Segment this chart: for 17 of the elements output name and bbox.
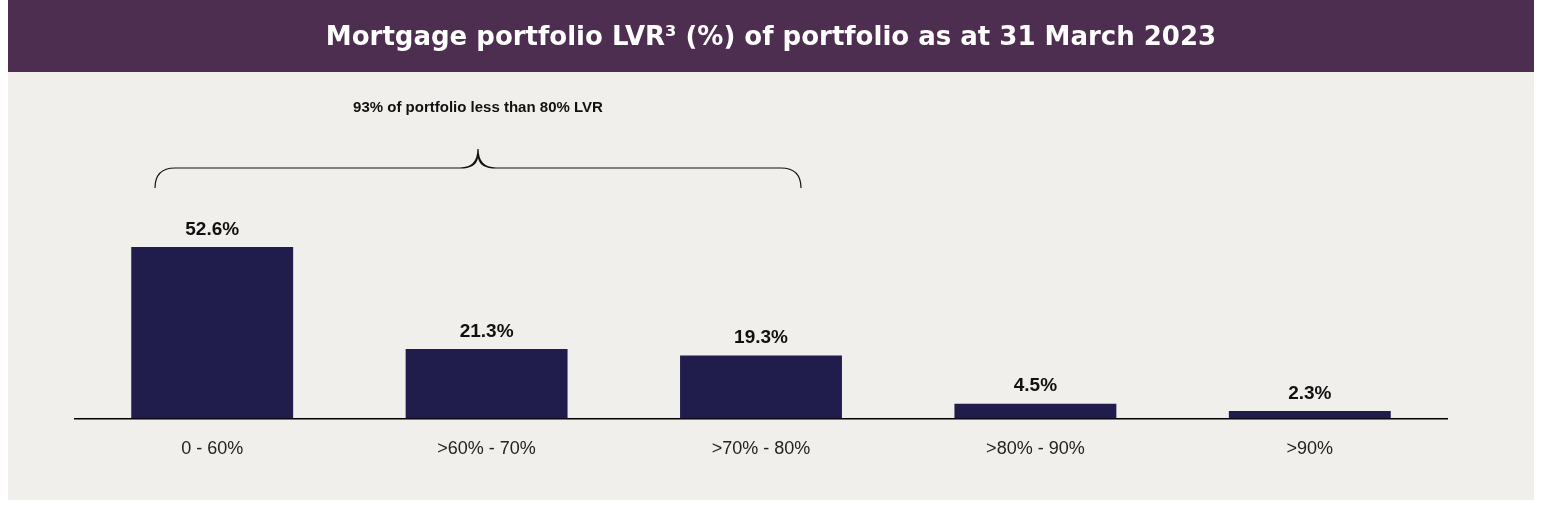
data-label: 4.5% xyxy=(1013,374,1058,396)
x-tick-label: 0 - 60% xyxy=(181,438,244,459)
chart-title: Mortgage portfolio LVR³ (%) of portfolio as at 31 March 2023 xyxy=(8,0,1534,72)
x-tick-label: >80% - 90% xyxy=(986,438,1085,459)
data-label: 19.3% xyxy=(734,326,789,348)
bar xyxy=(680,355,842,419)
bar xyxy=(1228,410,1391,419)
x-tick-label: >90% xyxy=(1286,438,1334,459)
bar xyxy=(405,349,568,419)
bar xyxy=(131,247,294,419)
x-tick-label: >60% - 70% xyxy=(437,438,536,459)
data-label: 2.3% xyxy=(1288,381,1332,403)
bar xyxy=(954,403,1117,419)
data-label: 21.3% xyxy=(459,319,514,341)
data-label: 52.6% xyxy=(185,217,240,239)
text: 93% of portfolio less than 80% LVR xyxy=(352,98,604,115)
x-tick-label: >70% - 80% xyxy=(711,438,811,459)
